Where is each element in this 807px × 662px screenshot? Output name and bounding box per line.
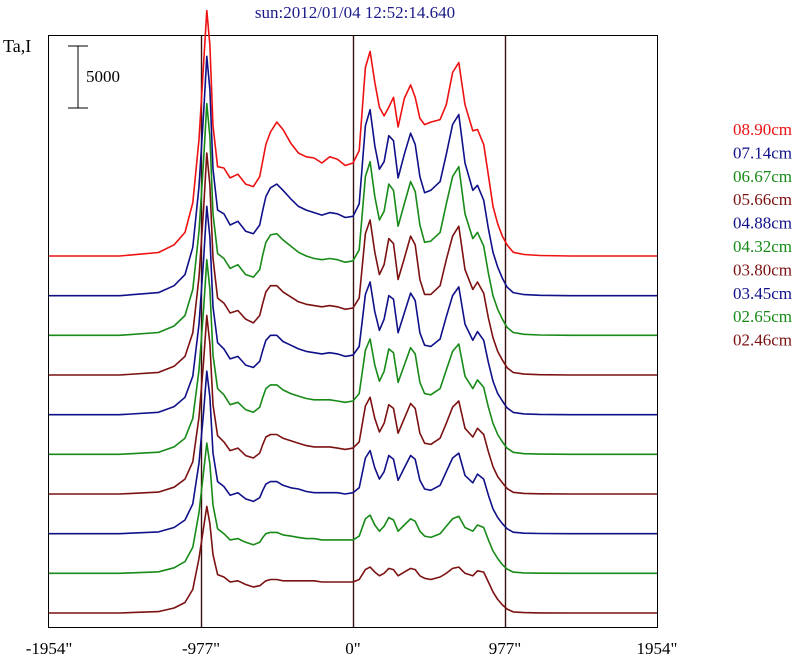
scale-bar: 5000: [68, 45, 120, 109]
series-line-06.67cm: [49, 102, 657, 337]
x-tick-label: 1954": [637, 639, 678, 658]
legend-entry: 03.80cm: [733, 260, 792, 279]
chart-title: sun:2012/01/04 12:52:14.640: [255, 3, 455, 22]
x-tick-label: -1954": [26, 639, 73, 658]
scale-bar-label: 5000: [86, 67, 120, 86]
legend-entry: 05.66cm: [733, 190, 792, 209]
series-line-04.32cm: [49, 258, 657, 456]
series-line-04.88cm: [49, 205, 657, 416]
legend-entry: 04.88cm: [733, 214, 792, 233]
legend-entry: 02.46cm: [733, 331, 792, 350]
series-line-05.66cm: [49, 152, 657, 376]
legend-entry: 03.45cm: [733, 284, 792, 303]
legend-entry: 02.65cm: [733, 307, 792, 326]
series-line-03.45cm: [49, 370, 657, 535]
x-tick-label: -977": [182, 639, 220, 658]
x-tick-labels: -1954" -977" 0" 977" 1954": [26, 639, 678, 658]
legend-entry: 04.32cm: [733, 237, 792, 256]
legend-entry: 06.67cm: [733, 167, 792, 186]
x-tick-label: 0": [345, 639, 360, 658]
legend: 08.90cm 07.14cm 06.67cm 05.66cm 04.88cm 04.32…: [733, 120, 792, 350]
series-line-08.90cm: [49, 9, 657, 257]
series-line-07.14cm: [49, 55, 657, 297]
x-tick-label: 977": [489, 639, 521, 658]
plot-frame: [48, 35, 658, 628]
series-line-02.65cm: [49, 442, 657, 575]
y-axis-label: Ta,I: [3, 36, 31, 56]
legend-entry: 07.14cm: [733, 143, 792, 162]
series-line-03.80cm: [49, 314, 657, 495]
legend-entry: 08.90cm: [733, 120, 792, 139]
series-lines: [49, 9, 657, 614]
series-line-02.46cm: [49, 505, 657, 614]
